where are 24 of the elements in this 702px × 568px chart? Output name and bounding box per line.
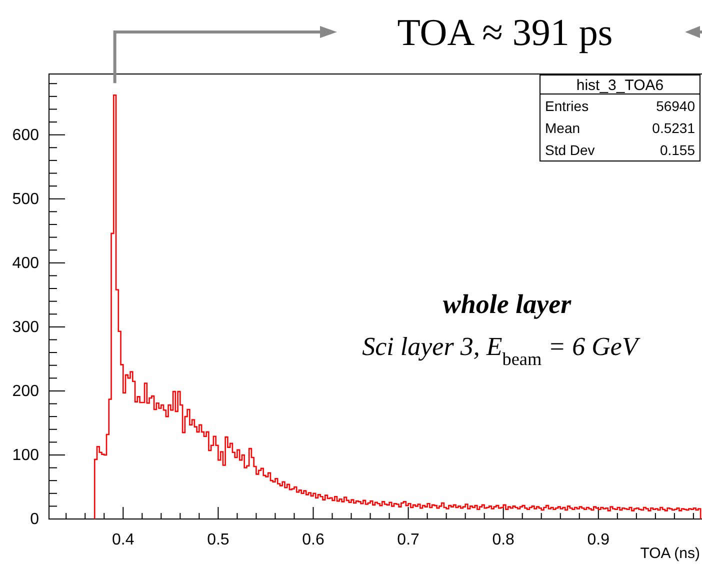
- annotation: Sci layer 3, E$_{beam}$ = 6 GeV: [362, 332, 641, 369]
- annotation: Mean: [545, 120, 580, 136]
- y-tick-label: 300: [12, 319, 40, 336]
- x-axis-title: TOA (ns): [640, 545, 700, 562]
- x-tick-label: 0.7: [397, 531, 420, 548]
- annotation: hist_3_TOA6: [576, 77, 664, 94]
- x-tick-label: 0.5: [207, 531, 230, 548]
- y-tick-label: 500: [12, 190, 40, 208]
- y-tick-label: 600: [12, 126, 40, 144]
- x-tick-label: 0.4: [112, 531, 134, 548]
- annotation: Std Dev: [545, 142, 595, 158]
- x-tick-label: 0.8: [492, 531, 515, 548]
- annotation: Entries: [545, 98, 589, 114]
- x-tick-label: 0.6: [302, 531, 324, 548]
- y-tick-label: 200: [12, 383, 40, 400]
- text: TOA ≈ 391 ps: [397, 12, 613, 54]
- y-tick-label: 100: [12, 447, 40, 464]
- y-tick-label: 400: [12, 255, 40, 272]
- annotation: 56940: [656, 98, 696, 114]
- annotation: whole layer: [442, 289, 572, 319]
- y-tick-label: 0: [30, 511, 40, 528]
- x-tick-label: 0.9: [587, 531, 610, 548]
- annotation: 0.155: [660, 142, 696, 158]
- annotation: 0.5231: [652, 120, 696, 136]
